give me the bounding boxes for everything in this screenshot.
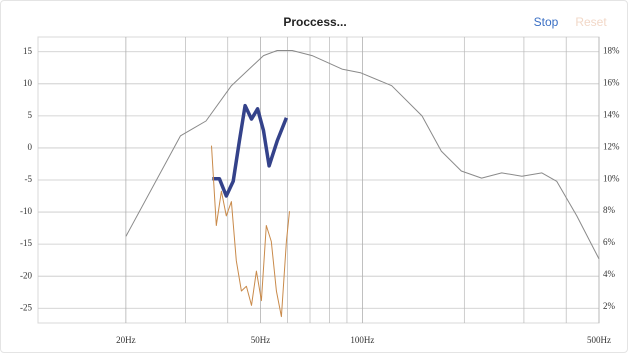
y2-tick-label: 18% [603, 45, 620, 55]
y-tick-label: 10 [23, 78, 33, 88]
y2-tick-label: 12% [603, 141, 620, 151]
y2-tick-label: 14% [603, 109, 620, 119]
y2-tick-label: 8% [603, 205, 616, 215]
y-tick-label: 0 [28, 142, 33, 152]
x-tick-label: 50Hz [251, 335, 271, 345]
y2-tick-label: 16% [603, 77, 620, 87]
reset-button[interactable]: Reset [575, 15, 607, 29]
y2-tick-label: 10% [603, 173, 620, 183]
x-tick-label: 20Hz [116, 335, 136, 345]
y-tick-label: -15 [20, 238, 32, 248]
y-tick-label: 5 [28, 110, 33, 120]
x-tick-label: 100Hz [350, 335, 374, 345]
series-line [125, 50, 600, 260]
series-line [211, 145, 290, 318]
series-line [212, 103, 289, 198]
y-tick-label: -25 [20, 302, 32, 312]
y2-tick-label: 4% [603, 269, 616, 279]
y-tick-label: -10 [20, 206, 32, 216]
stop-button[interactable]: Stop [534, 15, 559, 29]
y-tick-label: -20 [20, 270, 32, 280]
y-tick-label: -5 [25, 174, 33, 184]
title: Proccess... [283, 15, 346, 29]
y-tick-label: 15 [23, 46, 33, 56]
x-tick-label: 500Hz [587, 335, 611, 345]
y2-tick-label: 6% [603, 237, 616, 247]
y2-tick-label: 2% [603, 301, 616, 311]
